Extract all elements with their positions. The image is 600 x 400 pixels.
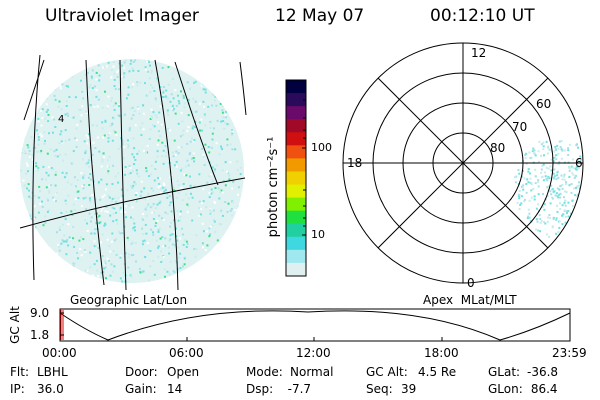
info-dsp-value: -7.7 bbox=[280, 382, 312, 396]
altitude-ylabel: GC Alt bbox=[7, 306, 22, 344]
colorbar-unit-label: photon cm⁻²s⁻¹ bbox=[266, 136, 281, 238]
info-gain-key: Gain: bbox=[125, 382, 157, 396]
info-ip-value: 36.0 bbox=[37, 382, 64, 396]
info-seq-value: 39 bbox=[401, 382, 417, 396]
info-mode-value: Normal bbox=[290, 365, 334, 379]
xtick-1200: 12:00 bbox=[296, 346, 331, 360]
info-mode-key: Mode: bbox=[246, 365, 283, 379]
xtick-2359: 23:59 bbox=[552, 346, 587, 360]
date-label: 12 May 07 bbox=[275, 6, 365, 26]
polar-plot bbox=[342, 42, 584, 284]
info-glon-key: GLon: bbox=[488, 382, 523, 396]
info-glon-value: 86.4 bbox=[527, 382, 558, 396]
info-ip-key: IP: bbox=[10, 382, 25, 396]
altitude-ytick-1: 1.8 bbox=[30, 328, 50, 342]
colorbar-tick-100: 100 bbox=[311, 141, 332, 154]
lat-label-80: 80 bbox=[490, 141, 506, 155]
mlt-label-12: 12 bbox=[471, 46, 487, 60]
lat-label-60: 60 bbox=[536, 97, 552, 111]
instrument-title: Ultraviolet Imager bbox=[45, 6, 199, 26]
mlt-label-0: 0 bbox=[467, 276, 475, 290]
info-gain-value: 14 bbox=[167, 382, 183, 396]
xtick-0600: 06:00 bbox=[169, 346, 204, 360]
info-dsp-key: Dsp: bbox=[246, 382, 274, 396]
time-label: 00:12:10 UT bbox=[430, 6, 535, 26]
info-door-key: Door: bbox=[125, 365, 158, 379]
lat-label-70: 70 bbox=[512, 120, 528, 134]
meridian-lines bbox=[19, 54, 247, 291]
mlt-line-diag2 bbox=[377, 77, 549, 249]
info-flt-key: Flt: bbox=[10, 365, 29, 379]
grid-corner-label: 4 bbox=[58, 114, 64, 125]
info-gcalt-key: GC Alt: bbox=[366, 365, 408, 379]
geographic-image: 4 bbox=[19, 54, 247, 291]
info-seq-key: Seq: bbox=[366, 382, 393, 396]
info-gcalt-value: 4.5 Re bbox=[418, 365, 457, 379]
mlt-label-6: 6 bbox=[575, 156, 583, 170]
altitude-ytick-9: 9.0 bbox=[30, 306, 50, 320]
colorbar-tick-10: 10 bbox=[311, 228, 325, 241]
mlt-label-18: 18 bbox=[347, 156, 363, 170]
xtick-1800: 18:00 bbox=[424, 346, 459, 360]
xtick-0000: 00:00 bbox=[42, 346, 77, 360]
info-glat-value: -36.8 bbox=[527, 365, 559, 379]
apex-panel-label: Apex MLat/MLT bbox=[423, 293, 517, 307]
info-flt-value: LBHL bbox=[37, 365, 68, 379]
altitude-plot bbox=[59, 308, 571, 342]
info-glat-key: GLat: bbox=[488, 365, 521, 379]
colorbar bbox=[285, 79, 307, 277]
info-door-value: Open bbox=[167, 365, 200, 379]
geographic-panel-label: Geographic Lat/Lon bbox=[70, 293, 188, 307]
